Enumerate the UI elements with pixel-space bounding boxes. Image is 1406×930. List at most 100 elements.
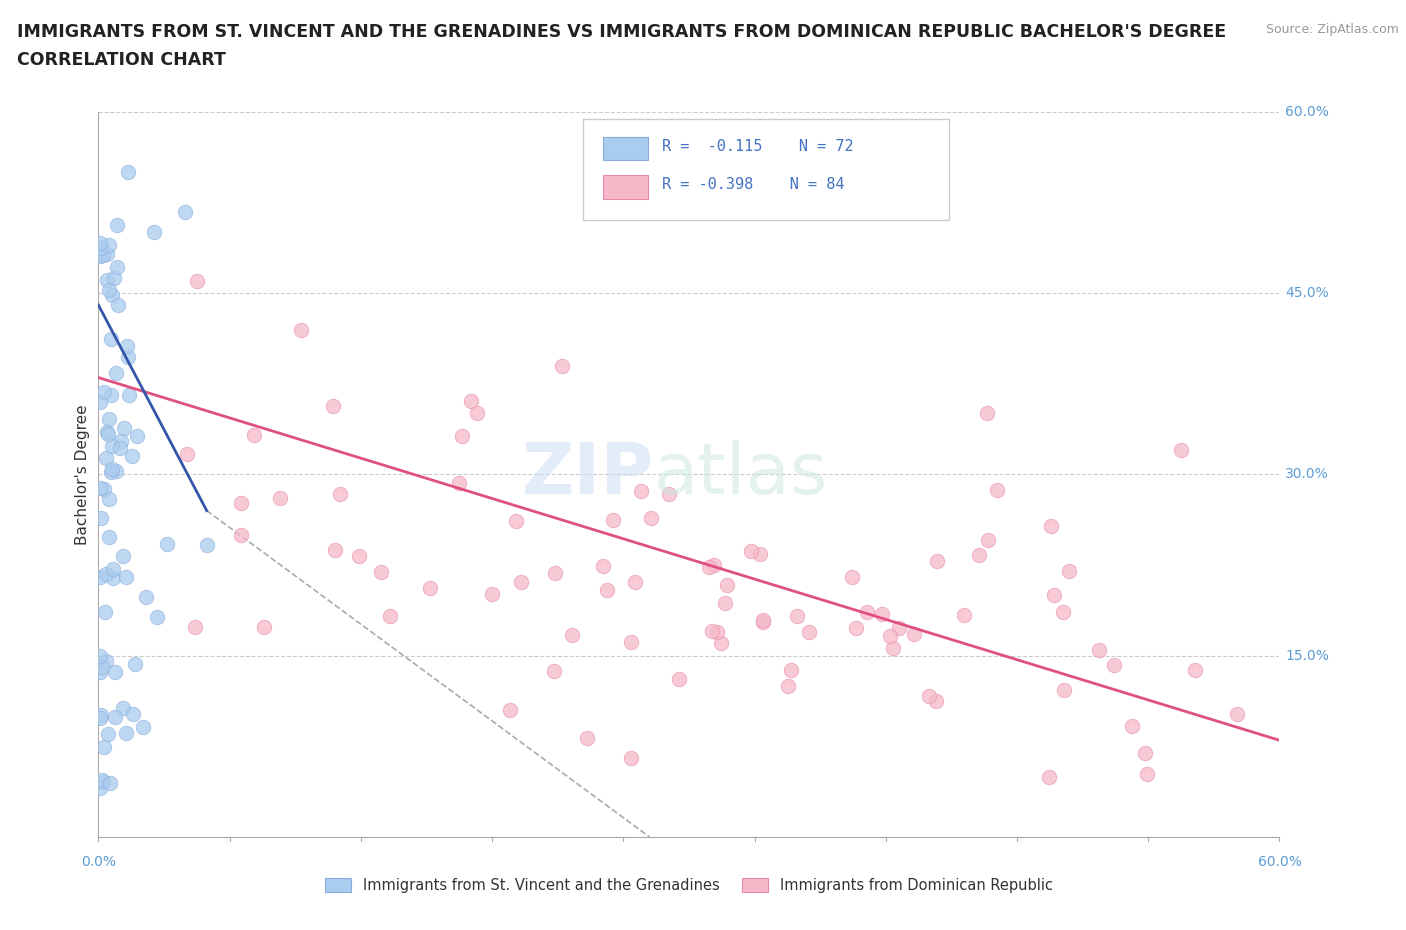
FancyBboxPatch shape	[582, 119, 949, 220]
Point	[127, 429, 149, 444]
Point	[780, 663, 803, 678]
Point	[976, 405, 998, 420]
Point	[1038, 769, 1060, 784]
Point	[98, 776, 121, 790]
Point	[112, 420, 135, 435]
Point	[1184, 662, 1206, 677]
Point	[93, 482, 115, 497]
Point	[706, 624, 728, 639]
Point	[97, 529, 120, 544]
Point	[1133, 746, 1156, 761]
Point	[89, 248, 111, 263]
Point	[551, 359, 574, 374]
Point	[748, 546, 770, 561]
Point	[290, 323, 312, 338]
Point	[918, 688, 941, 703]
Point	[93, 739, 115, 754]
Point	[89, 711, 111, 725]
Point	[596, 582, 619, 597]
Point	[887, 620, 910, 635]
Point	[710, 635, 733, 650]
Point	[465, 406, 488, 421]
Point	[156, 537, 179, 551]
Point	[505, 513, 527, 528]
Text: 0.0%: 0.0%	[82, 856, 115, 870]
Point	[195, 538, 218, 552]
Point	[176, 447, 198, 462]
Text: R = -0.398    N = 84: R = -0.398 N = 84	[662, 178, 844, 193]
Point	[1057, 564, 1080, 578]
Point	[703, 558, 725, 573]
Point	[879, 629, 901, 644]
Point	[1088, 643, 1111, 658]
Point	[135, 590, 157, 604]
Text: ZIP: ZIP	[522, 440, 654, 509]
Point	[323, 542, 346, 557]
Point	[94, 654, 117, 669]
Point	[110, 433, 132, 448]
Point	[89, 780, 111, 795]
Text: 45.0%: 45.0%	[1285, 286, 1329, 300]
Point	[269, 490, 291, 505]
Point	[322, 398, 344, 413]
Point	[110, 441, 132, 456]
Point	[96, 273, 118, 288]
FancyBboxPatch shape	[603, 137, 648, 160]
Point	[98, 282, 121, 297]
Point	[229, 496, 252, 511]
Point	[460, 393, 482, 408]
Point	[101, 562, 124, 577]
Point	[751, 615, 773, 630]
Point	[740, 544, 762, 559]
Point	[1102, 658, 1125, 673]
Point	[329, 486, 352, 501]
Point	[640, 511, 662, 525]
Point	[1052, 604, 1074, 619]
Point	[882, 641, 904, 656]
Point	[100, 388, 122, 403]
Point	[103, 271, 125, 286]
Point	[101, 439, 124, 454]
Point	[89, 235, 111, 250]
Text: R =  -0.115    N = 72: R = -0.115 N = 72	[662, 139, 853, 154]
Text: CORRELATION CHART: CORRELATION CHART	[17, 51, 226, 69]
Point	[592, 559, 614, 574]
Point	[100, 464, 122, 479]
Point	[97, 426, 120, 441]
FancyBboxPatch shape	[603, 176, 648, 199]
Text: atlas: atlas	[654, 440, 828, 509]
Point	[132, 719, 155, 734]
Point	[90, 707, 112, 722]
Point	[90, 511, 112, 525]
Point	[623, 575, 645, 590]
Point	[184, 620, 207, 635]
Text: 30.0%: 30.0%	[1285, 467, 1329, 482]
Point	[1043, 587, 1066, 602]
Point	[630, 484, 652, 498]
Point	[114, 569, 136, 584]
Point	[845, 621, 868, 636]
Point	[118, 388, 141, 403]
Point	[841, 570, 863, 585]
Point	[90, 659, 112, 674]
Point	[969, 548, 991, 563]
Point	[543, 664, 565, 679]
Point	[1226, 707, 1249, 722]
Point	[702, 623, 724, 638]
Point	[451, 429, 474, 444]
Point	[104, 365, 127, 380]
Text: 60.0%: 60.0%	[1285, 104, 1329, 119]
Point	[799, 625, 821, 640]
Point	[96, 424, 118, 439]
Point	[142, 225, 165, 240]
Point	[89, 569, 111, 584]
Point	[714, 595, 737, 610]
Point	[107, 298, 129, 312]
Point	[872, 607, 894, 622]
Point	[104, 665, 127, 680]
Point	[93, 385, 115, 400]
Point	[752, 613, 775, 628]
Point	[1052, 682, 1074, 697]
Point	[121, 448, 143, 463]
Text: 15.0%: 15.0%	[1285, 648, 1329, 663]
